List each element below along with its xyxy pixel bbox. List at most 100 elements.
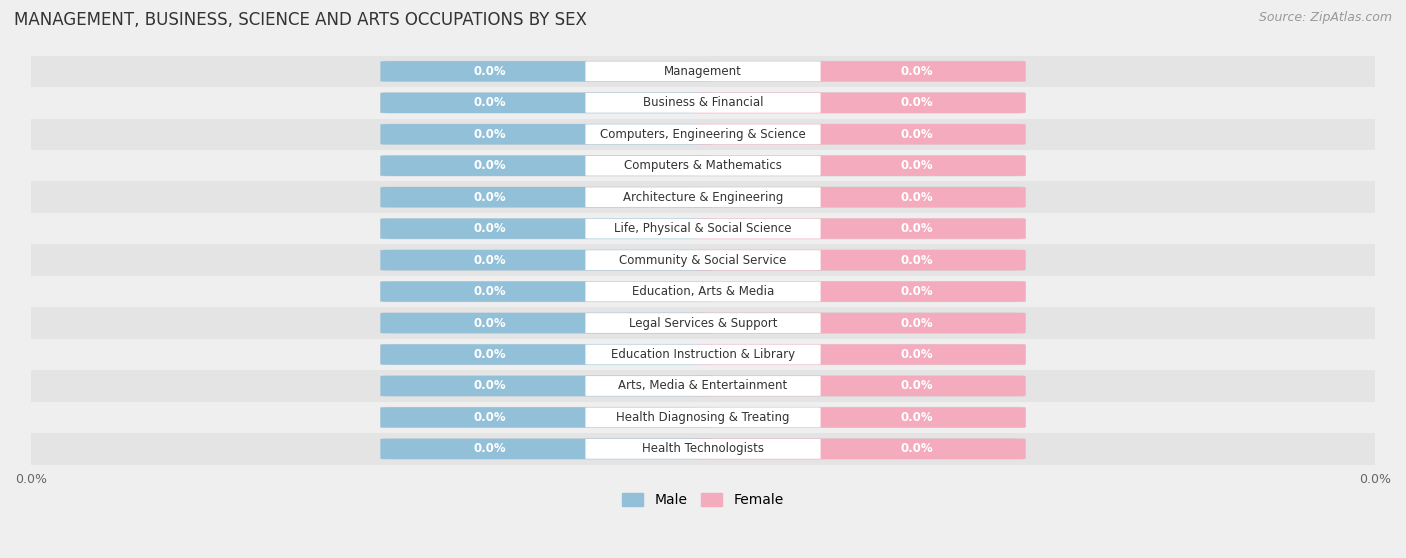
FancyBboxPatch shape bbox=[693, 407, 1025, 427]
FancyBboxPatch shape bbox=[693, 376, 1025, 396]
Text: 0.0%: 0.0% bbox=[900, 97, 932, 109]
Text: 0.0%: 0.0% bbox=[900, 222, 932, 235]
FancyBboxPatch shape bbox=[693, 218, 1025, 239]
Text: 0.0%: 0.0% bbox=[474, 379, 506, 392]
FancyBboxPatch shape bbox=[693, 344, 1025, 365]
Text: 0.0%: 0.0% bbox=[900, 379, 932, 392]
Text: Arts, Media & Entertainment: Arts, Media & Entertainment bbox=[619, 379, 787, 392]
Bar bbox=[31, 181, 1375, 213]
Text: Business & Financial: Business & Financial bbox=[643, 97, 763, 109]
Bar bbox=[31, 433, 1375, 465]
FancyBboxPatch shape bbox=[381, 218, 1025, 239]
Bar bbox=[31, 150, 1375, 181]
FancyBboxPatch shape bbox=[585, 61, 821, 81]
Text: Source: ZipAtlas.com: Source: ZipAtlas.com bbox=[1258, 11, 1392, 24]
Text: Health Technologists: Health Technologists bbox=[643, 442, 763, 455]
FancyBboxPatch shape bbox=[381, 61, 713, 81]
Text: Community & Social Service: Community & Social Service bbox=[619, 254, 787, 267]
Bar bbox=[31, 276, 1375, 307]
Bar bbox=[31, 118, 1375, 150]
FancyBboxPatch shape bbox=[585, 407, 821, 427]
FancyBboxPatch shape bbox=[585, 313, 821, 333]
Text: Life, Physical & Social Science: Life, Physical & Social Science bbox=[614, 222, 792, 235]
FancyBboxPatch shape bbox=[585, 156, 821, 176]
FancyBboxPatch shape bbox=[693, 281, 1025, 302]
Text: 0.0%: 0.0% bbox=[900, 254, 932, 267]
Text: 0.0%: 0.0% bbox=[900, 128, 932, 141]
FancyBboxPatch shape bbox=[585, 250, 821, 270]
FancyBboxPatch shape bbox=[381, 344, 713, 365]
FancyBboxPatch shape bbox=[693, 250, 1025, 270]
Text: Education Instruction & Library: Education Instruction & Library bbox=[612, 348, 794, 361]
FancyBboxPatch shape bbox=[693, 439, 1025, 459]
Text: 0.0%: 0.0% bbox=[474, 159, 506, 172]
Bar bbox=[31, 339, 1375, 371]
Text: 0.0%: 0.0% bbox=[474, 128, 506, 141]
FancyBboxPatch shape bbox=[585, 187, 821, 207]
FancyBboxPatch shape bbox=[381, 407, 713, 427]
Bar bbox=[31, 87, 1375, 118]
FancyBboxPatch shape bbox=[381, 281, 713, 302]
FancyBboxPatch shape bbox=[381, 156, 713, 176]
FancyBboxPatch shape bbox=[381, 313, 1025, 333]
Text: 0.0%: 0.0% bbox=[474, 65, 506, 78]
FancyBboxPatch shape bbox=[381, 313, 713, 333]
Text: Management: Management bbox=[664, 65, 742, 78]
Text: Architecture & Engineering: Architecture & Engineering bbox=[623, 191, 783, 204]
FancyBboxPatch shape bbox=[381, 93, 1025, 113]
FancyBboxPatch shape bbox=[585, 124, 821, 144]
FancyBboxPatch shape bbox=[693, 187, 1025, 208]
Text: 0.0%: 0.0% bbox=[474, 316, 506, 330]
Text: 0.0%: 0.0% bbox=[474, 411, 506, 424]
Text: 0.0%: 0.0% bbox=[474, 254, 506, 267]
FancyBboxPatch shape bbox=[381, 124, 1025, 145]
FancyBboxPatch shape bbox=[585, 345, 821, 364]
Bar bbox=[31, 213, 1375, 244]
FancyBboxPatch shape bbox=[585, 93, 821, 113]
FancyBboxPatch shape bbox=[585, 282, 821, 301]
Text: MANAGEMENT, BUSINESS, SCIENCE AND ARTS OCCUPATIONS BY SEX: MANAGEMENT, BUSINESS, SCIENCE AND ARTS O… bbox=[14, 11, 586, 29]
FancyBboxPatch shape bbox=[381, 376, 713, 396]
Bar bbox=[31, 307, 1375, 339]
Text: 0.0%: 0.0% bbox=[900, 285, 932, 298]
Legend: Male, Female: Male, Female bbox=[617, 488, 789, 513]
FancyBboxPatch shape bbox=[381, 407, 1025, 427]
FancyBboxPatch shape bbox=[381, 156, 1025, 176]
Text: 0.0%: 0.0% bbox=[474, 442, 506, 455]
Text: Education, Arts & Media: Education, Arts & Media bbox=[631, 285, 775, 298]
Bar bbox=[31, 371, 1375, 402]
FancyBboxPatch shape bbox=[381, 218, 713, 239]
FancyBboxPatch shape bbox=[381, 376, 1025, 396]
Bar bbox=[31, 56, 1375, 87]
Text: 0.0%: 0.0% bbox=[474, 191, 506, 204]
Text: 0.0%: 0.0% bbox=[474, 348, 506, 361]
FancyBboxPatch shape bbox=[693, 156, 1025, 176]
FancyBboxPatch shape bbox=[381, 93, 713, 113]
FancyBboxPatch shape bbox=[381, 61, 1025, 81]
Text: 0.0%: 0.0% bbox=[474, 97, 506, 109]
Text: 0.0%: 0.0% bbox=[900, 159, 932, 172]
Text: Computers, Engineering & Science: Computers, Engineering & Science bbox=[600, 128, 806, 141]
Text: 0.0%: 0.0% bbox=[474, 285, 506, 298]
FancyBboxPatch shape bbox=[381, 250, 713, 270]
Text: Computers & Mathematics: Computers & Mathematics bbox=[624, 159, 782, 172]
FancyBboxPatch shape bbox=[693, 313, 1025, 333]
Text: 0.0%: 0.0% bbox=[900, 411, 932, 424]
FancyBboxPatch shape bbox=[585, 439, 821, 459]
Text: 0.0%: 0.0% bbox=[474, 222, 506, 235]
Text: 0.0%: 0.0% bbox=[900, 316, 932, 330]
FancyBboxPatch shape bbox=[585, 219, 821, 239]
Text: Health Diagnosing & Treating: Health Diagnosing & Treating bbox=[616, 411, 790, 424]
FancyBboxPatch shape bbox=[381, 124, 713, 145]
FancyBboxPatch shape bbox=[381, 187, 1025, 208]
Text: Legal Services & Support: Legal Services & Support bbox=[628, 316, 778, 330]
Text: 0.0%: 0.0% bbox=[900, 65, 932, 78]
FancyBboxPatch shape bbox=[585, 376, 821, 396]
Text: 0.0%: 0.0% bbox=[900, 191, 932, 204]
FancyBboxPatch shape bbox=[381, 439, 713, 459]
FancyBboxPatch shape bbox=[693, 61, 1025, 81]
FancyBboxPatch shape bbox=[693, 93, 1025, 113]
FancyBboxPatch shape bbox=[381, 281, 1025, 302]
FancyBboxPatch shape bbox=[693, 124, 1025, 145]
Text: 0.0%: 0.0% bbox=[900, 348, 932, 361]
